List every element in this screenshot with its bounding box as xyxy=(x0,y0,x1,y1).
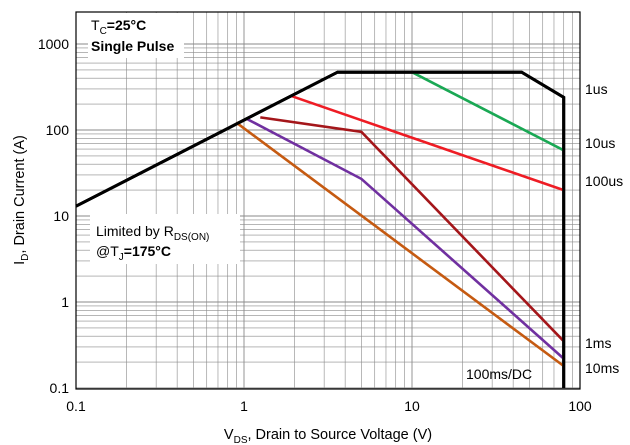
rds-annotation: Limited by RDS(ON) xyxy=(96,223,209,243)
x-tick-label: 100 xyxy=(568,398,592,414)
x-title-sub: DS xyxy=(234,435,248,445)
series-label-10us: 10us xyxy=(585,135,615,151)
series-label-1us: 1us xyxy=(585,81,608,97)
series-line-10ms xyxy=(246,118,565,360)
y-axis-title: ID, Drain Current (A) xyxy=(12,135,31,265)
rds-sub: DS(ON) xyxy=(174,232,210,243)
series-layer xyxy=(75,70,566,388)
x-tick-label: 10 xyxy=(404,398,420,414)
y-tick-label: 10 xyxy=(53,208,69,224)
series-line-100us xyxy=(290,94,565,192)
series-line-100ms-dc xyxy=(235,121,565,368)
x-tick-label: 0.1 xyxy=(66,398,86,414)
y-title-rest: , Drain Current (A) xyxy=(12,135,28,253)
series-label-100us: 100us xyxy=(585,173,623,189)
grid-minor xyxy=(76,12,580,389)
tc-sub: C xyxy=(100,26,107,37)
tj-sub: J xyxy=(119,252,124,263)
tc-prefix: T xyxy=(91,17,100,33)
y-tick-label: 1000 xyxy=(38,36,69,52)
rds-box-background xyxy=(90,214,240,264)
tj-annotation: @TJ=175°C xyxy=(96,243,171,263)
y-tick-label: 0.1 xyxy=(50,380,70,396)
x-title-main: V xyxy=(224,427,234,443)
series-label-10ms: 10ms xyxy=(585,360,619,376)
x-axis-title: VDS, Drain to Source Voltage (V) xyxy=(224,427,432,445)
series-line-10us xyxy=(411,71,565,152)
series-line-1us-overlay xyxy=(75,70,566,388)
x-tick-labels: 0.1 1 10 100 xyxy=(66,398,592,414)
y-tick-label: 1 xyxy=(61,294,69,310)
rds-prefix: Limited by R xyxy=(96,223,174,239)
series-label-1ms: 1ms xyxy=(585,335,611,351)
series-line-1ms xyxy=(260,116,565,343)
x-tick-label: 1 xyxy=(240,398,248,414)
series-label-100ms-dc: 100ms/DC xyxy=(466,366,532,382)
pulse-annotation: Single Pulse xyxy=(91,38,174,54)
conditions-box-background xyxy=(88,13,184,58)
y-tick-labels: 0.1 1 10 100 1000 xyxy=(38,36,69,396)
grid-major xyxy=(75,12,580,389)
tj-value: =175°C xyxy=(124,243,171,259)
plot-frame xyxy=(75,11,581,390)
y-tick-label: 100 xyxy=(46,122,70,138)
x-title-rest: , Drain to Source Voltage (V) xyxy=(248,427,433,443)
y-title-main: I xyxy=(12,261,28,265)
tc-value: =25°C xyxy=(107,17,146,33)
y-title-sub: D xyxy=(20,254,31,261)
tc-annotation: TC=25°C xyxy=(91,17,146,37)
tj-prefix: @T xyxy=(96,243,119,259)
